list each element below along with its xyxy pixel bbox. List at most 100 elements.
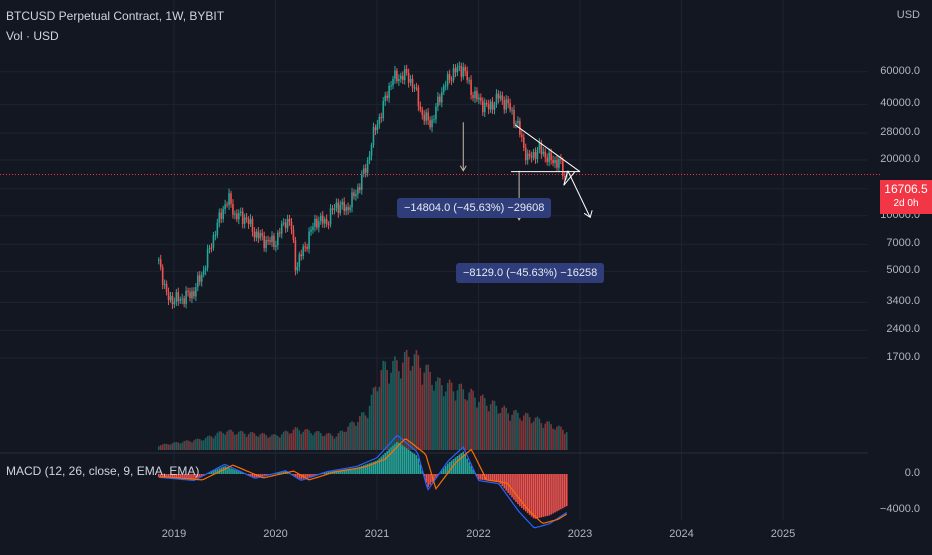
candle-body bbox=[390, 85, 392, 87]
macd-histogram-bar bbox=[421, 470, 424, 474]
macd-histogram-bar bbox=[224, 466, 226, 474]
macd-histogram-bar bbox=[398, 442, 400, 474]
candle-body bbox=[343, 201, 346, 212]
candle-body bbox=[515, 123, 517, 125]
volume-bar bbox=[214, 435, 217, 450]
volume-bar bbox=[247, 434, 250, 450]
candle-body bbox=[261, 233, 264, 236]
macd-histogram-bar bbox=[464, 455, 467, 474]
candle-body bbox=[400, 75, 402, 79]
volume-bar bbox=[339, 430, 342, 450]
time-tick: 2023 bbox=[567, 528, 593, 540]
candle-body bbox=[405, 68, 408, 73]
macd-histogram-bar bbox=[478, 474, 480, 480]
candle-body bbox=[181, 298, 183, 300]
volume-bar bbox=[448, 379, 451, 450]
volume-bar bbox=[284, 430, 287, 450]
candle-body bbox=[319, 215, 322, 222]
macd-histogram-bar bbox=[417, 458, 420, 474]
volume-bar bbox=[429, 371, 431, 450]
candle-body bbox=[462, 67, 465, 77]
macd-histogram-bar bbox=[259, 474, 262, 477]
volume-bar bbox=[249, 432, 252, 450]
candle-body bbox=[314, 218, 316, 227]
candle-body bbox=[163, 284, 166, 286]
volume-bar bbox=[427, 364, 429, 450]
macd-histogram-bar bbox=[534, 474, 537, 519]
macd-histogram-bar bbox=[253, 474, 256, 478]
volume-bar bbox=[513, 410, 515, 450]
macd-histogram-bar bbox=[267, 474, 269, 475]
candle-body bbox=[427, 112, 429, 121]
macd-histogram-bar bbox=[431, 474, 433, 483]
candle-body bbox=[157, 259, 160, 261]
candle-body bbox=[220, 212, 223, 219]
time-tick: 2019 bbox=[161, 528, 187, 540]
candle-body bbox=[544, 151, 547, 158]
measure-label-1[interactable]: −14804.0 (−45.63%) −29608 bbox=[397, 198, 552, 218]
volume-bar bbox=[403, 351, 406, 450]
volume-bar bbox=[314, 432, 316, 450]
candle-body bbox=[429, 120, 431, 128]
macd-histogram-bar bbox=[396, 441, 398, 474]
candle-body bbox=[435, 106, 437, 120]
candle-body bbox=[286, 218, 289, 229]
macd-histogram-bar bbox=[197, 474, 199, 478]
volume-bar bbox=[386, 370, 388, 450]
macd-histogram-bar bbox=[501, 474, 504, 487]
macd-histogram-bar bbox=[212, 470, 215, 474]
macd-histogram-bar bbox=[460, 453, 463, 474]
macd-histogram-bar bbox=[189, 474, 191, 480]
candle-body bbox=[378, 117, 381, 125]
macd-histogram-bar bbox=[386, 451, 388, 474]
volume-bar bbox=[485, 405, 488, 450]
volume-bar bbox=[232, 431, 234, 450]
candle-body bbox=[458, 65, 461, 67]
candle-body bbox=[448, 74, 451, 80]
candle-body bbox=[226, 204, 228, 206]
macd-histogram-bar bbox=[521, 474, 523, 508]
volume-bar bbox=[257, 436, 260, 450]
candle-body bbox=[232, 203, 234, 215]
macd-histogram-bar bbox=[349, 468, 351, 474]
symbol-title[interactable]: BTCUSD Perpetual Contract, 1W, BYBIT bbox=[6, 9, 225, 23]
volume-indicator-label[interactable]: Vol · USD bbox=[6, 29, 59, 43]
volume-bar bbox=[343, 431, 346, 450]
macd-histogram-bar bbox=[511, 474, 513, 498]
volume-bar bbox=[187, 440, 189, 450]
macd-histogram-bar bbox=[185, 474, 187, 479]
macd-histogram-bar bbox=[472, 469, 474, 474]
volume-bar bbox=[208, 435, 211, 450]
candle-body bbox=[175, 292, 178, 302]
volume-bar bbox=[563, 433, 566, 450]
candle-body bbox=[452, 68, 455, 81]
candle-body bbox=[472, 95, 474, 99]
volume-bar bbox=[382, 360, 385, 450]
volume-bar bbox=[519, 418, 521, 450]
measure-label-2[interactable]: −8129.0 (−45.63%) −16258 bbox=[456, 263, 605, 283]
candle-body bbox=[189, 292, 191, 299]
volume-bar bbox=[278, 437, 281, 450]
candle-body bbox=[368, 155, 371, 161]
volume-bar bbox=[360, 412, 363, 450]
candle-body bbox=[456, 66, 459, 73]
macd-histogram-bar bbox=[306, 474, 308, 478]
candle-body bbox=[323, 219, 326, 224]
candle-body bbox=[312, 226, 314, 230]
projection-arrow bbox=[567, 170, 591, 218]
macd-histogram-bar bbox=[528, 474, 531, 515]
volume-bar bbox=[210, 436, 213, 450]
volume-bar bbox=[378, 387, 381, 450]
macd-histogram-bar bbox=[544, 474, 547, 517]
volume-bar bbox=[487, 411, 490, 450]
volume-bar bbox=[384, 361, 386, 450]
macd-indicator-label[interactable]: MACD (12, 26, close, 9, EMA, EMA) bbox=[6, 464, 200, 478]
macd-histogram-bar bbox=[263, 474, 265, 476]
volume-bar bbox=[421, 384, 424, 450]
candle-body bbox=[331, 208, 334, 211]
macd-histogram-bar bbox=[366, 463, 369, 474]
signal-line bbox=[158, 438, 568, 524]
candle-body bbox=[478, 97, 480, 100]
